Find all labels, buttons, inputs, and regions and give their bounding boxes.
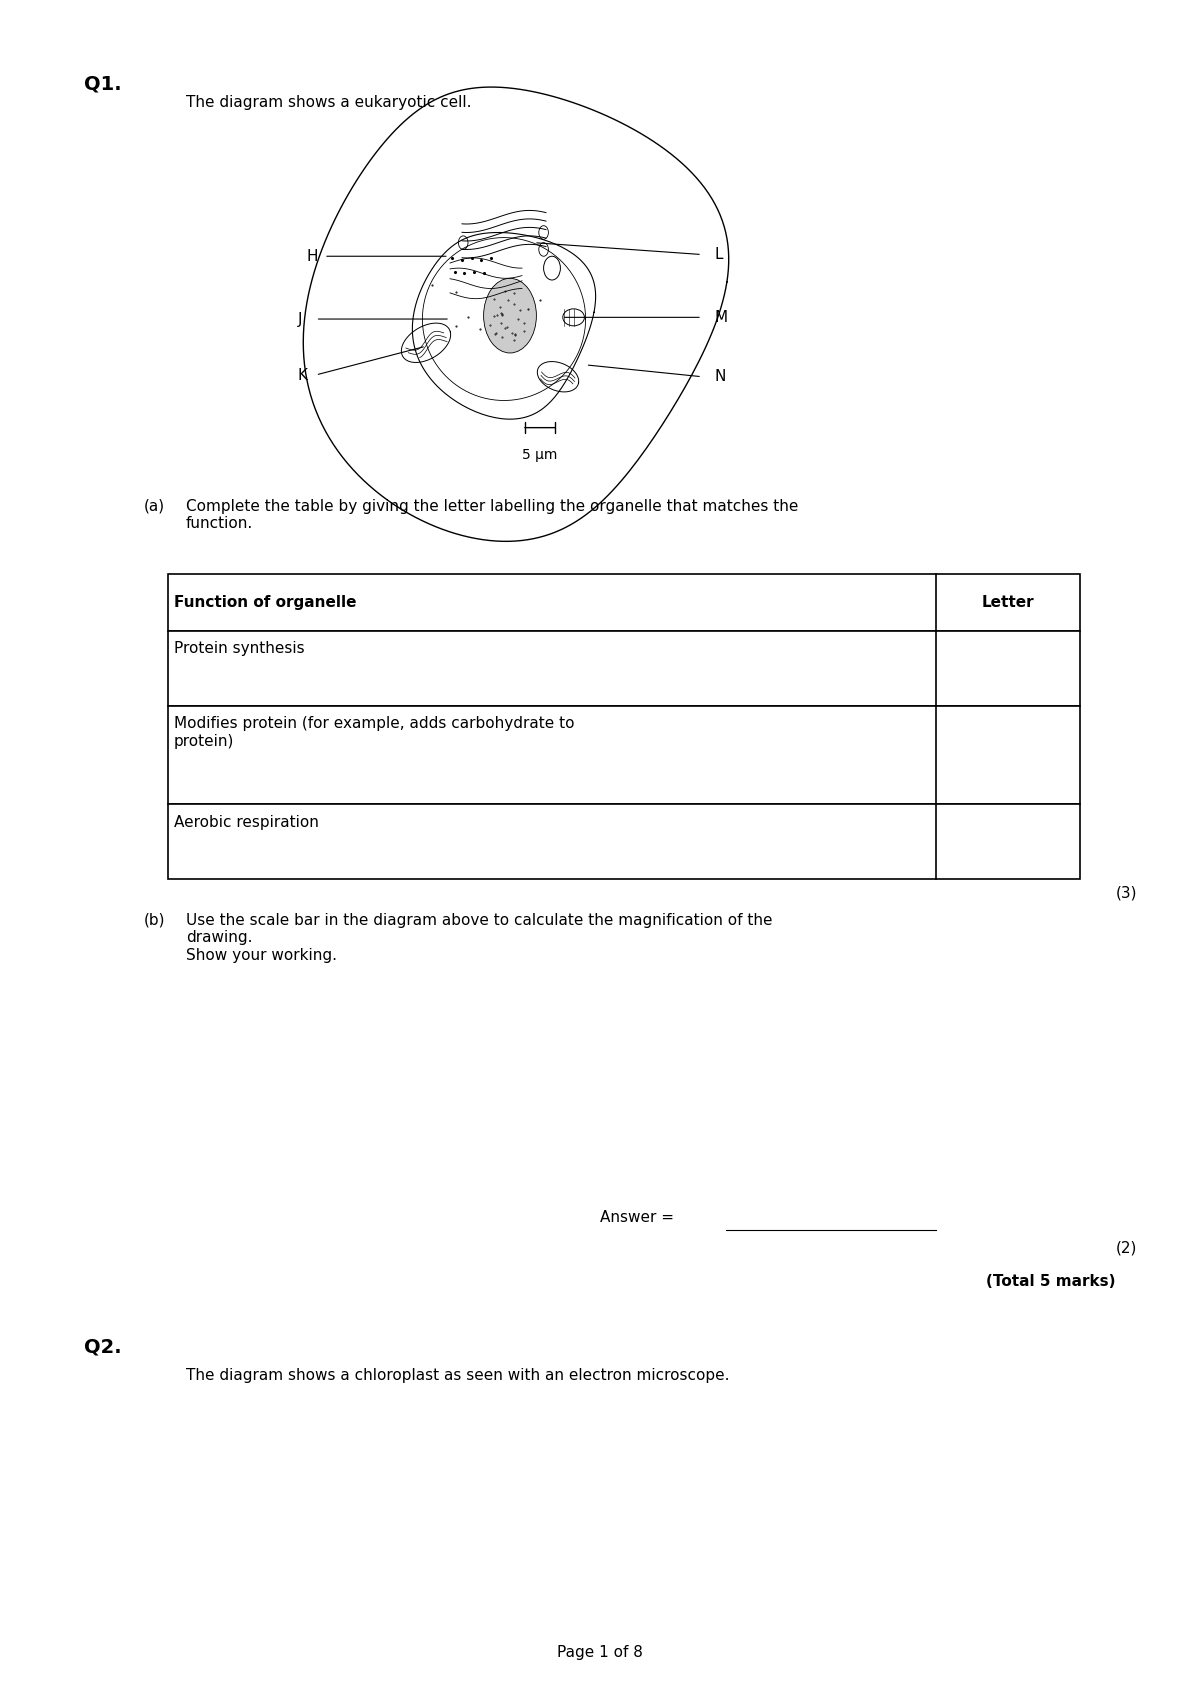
- Text: M: M: [714, 311, 727, 324]
- Point: [462, 244, 481, 272]
- Text: Q2.: Q2.: [84, 1337, 121, 1356]
- Point: [452, 246, 472, 273]
- Text: (3): (3): [1116, 886, 1138, 901]
- Text: Use the scale bar in the diagram above to calculate the magnification of the
dra: Use the scale bar in the diagram above t…: [186, 913, 773, 962]
- Point: [464, 258, 484, 285]
- Text: Protein synthesis: Protein synthesis: [174, 641, 305, 657]
- FancyBboxPatch shape: [168, 631, 1080, 706]
- Text: K: K: [298, 368, 307, 382]
- Text: Aerobic respiration: Aerobic respiration: [174, 815, 319, 830]
- FancyBboxPatch shape: [168, 574, 1080, 631]
- Text: The diagram shows a eukaryotic cell.: The diagram shows a eukaryotic cell.: [186, 95, 472, 110]
- Point: [455, 260, 474, 287]
- Point: [474, 260, 493, 287]
- FancyBboxPatch shape: [168, 706, 1080, 804]
- Text: Modifies protein (for example, adds carbohydrate to
protein): Modifies protein (for example, adds carb…: [174, 716, 575, 748]
- Text: Q1.: Q1.: [84, 75, 121, 93]
- Text: J: J: [298, 312, 302, 326]
- FancyBboxPatch shape: [168, 804, 1080, 879]
- Text: N: N: [714, 370, 725, 384]
- Text: (2): (2): [1116, 1241, 1138, 1256]
- Text: L: L: [714, 248, 722, 261]
- Text: (b): (b): [144, 913, 166, 928]
- Text: Function of organelle: Function of organelle: [174, 596, 356, 609]
- Text: Complete the table by giving the letter labelling the organelle that matches the: Complete the table by giving the letter …: [186, 499, 798, 531]
- Point: [443, 244, 462, 272]
- Text: The diagram shows a chloroplast as seen with an electron microscope.: The diagram shows a chloroplast as seen …: [186, 1368, 730, 1383]
- Text: Answer =: Answer =: [600, 1210, 679, 1225]
- Point: [481, 244, 500, 272]
- Point: [445, 258, 464, 285]
- Point: [472, 246, 491, 273]
- Text: (Total 5 marks): (Total 5 marks): [986, 1274, 1116, 1290]
- Text: (a): (a): [144, 499, 166, 514]
- Text: Letter: Letter: [982, 596, 1034, 609]
- Circle shape: [484, 278, 536, 353]
- Text: H: H: [306, 249, 318, 263]
- Text: 5 μm: 5 μm: [522, 448, 558, 462]
- Text: Page 1 of 8: Page 1 of 8: [557, 1644, 643, 1660]
